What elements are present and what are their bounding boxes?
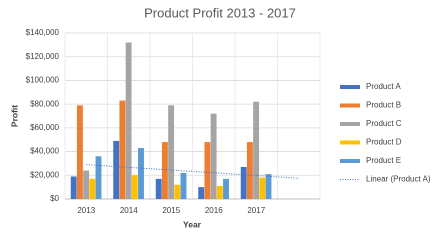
bar [161, 142, 168, 199]
x-tick-label: 2013 [77, 206, 95, 215]
bar [168, 105, 175, 199]
y-tick-label: $80,000 [30, 99, 59, 108]
bar [223, 178, 229, 199]
y-tick-label: $20,000 [30, 170, 59, 179]
legend-swatch [340, 159, 360, 163]
x-axis-title: Year [183, 219, 202, 229]
bar [95, 156, 102, 199]
bar [174, 184, 181, 199]
y-tick-label: $140,000 [26, 28, 60, 37]
legend-label: Linear (Product A) [366, 175, 431, 184]
bar [210, 113, 217, 199]
legend-label: Product D [366, 138, 402, 147]
bar [131, 175, 138, 199]
x-tick-label: 2017 [247, 206, 265, 215]
bar [216, 185, 223, 199]
bar [246, 142, 253, 199]
trendline [86, 164, 299, 179]
bar [180, 172, 187, 199]
bar [253, 101, 260, 199]
bar [119, 100, 126, 199]
chart-title: Product Profit 2013 - 2017 [144, 5, 296, 20]
bar [259, 177, 266, 199]
bar [125, 42, 132, 199]
y-tick-label: $100,000 [26, 76, 60, 85]
bar [155, 178, 162, 199]
bar [70, 176, 77, 199]
legend-label: Product A [366, 82, 401, 91]
y-axis-title: Profit [9, 105, 19, 127]
bar [138, 148, 144, 199]
legend-swatch [340, 122, 360, 126]
legend-swatch [340, 140, 360, 145]
legend-swatch [340, 103, 360, 108]
bar [89, 178, 96, 199]
bar [240, 166, 247, 199]
bar [76, 105, 83, 199]
y-tick-label: $0 [50, 194, 59, 203]
bar [198, 187, 205, 199]
x-tick-label: 2016 [205, 206, 223, 215]
legend-label: Product C [366, 119, 402, 128]
y-tick-label: $120,000 [26, 52, 60, 61]
y-tick-label: $60,000 [30, 123, 59, 132]
bar [265, 174, 272, 199]
bar [204, 142, 211, 199]
legend-swatch [340, 85, 360, 89]
bar [83, 170, 90, 199]
y-tick-label: $40,000 [30, 147, 59, 156]
legend-label: Product E [366, 156, 401, 165]
bar [113, 140, 120, 199]
x-tick-label: 2015 [162, 206, 180, 215]
legend-label: Product B [366, 101, 401, 110]
x-tick-label: 2014 [120, 206, 138, 215]
